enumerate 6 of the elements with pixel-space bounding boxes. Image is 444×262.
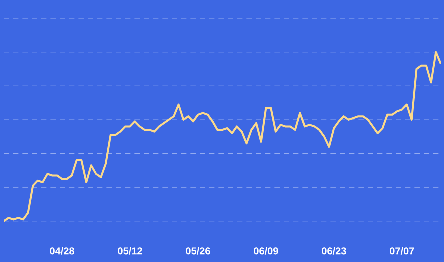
x-tick-label: 04/28 bbox=[50, 247, 74, 255]
x-tick-label: 06/23 bbox=[322, 247, 346, 255]
x-tick-label: 07/07 bbox=[390, 247, 414, 255]
x-tick-label: 05/12 bbox=[118, 247, 142, 255]
x-tick-label: 06/09 bbox=[254, 247, 278, 255]
x-tick-label: 05/26 bbox=[186, 247, 210, 255]
